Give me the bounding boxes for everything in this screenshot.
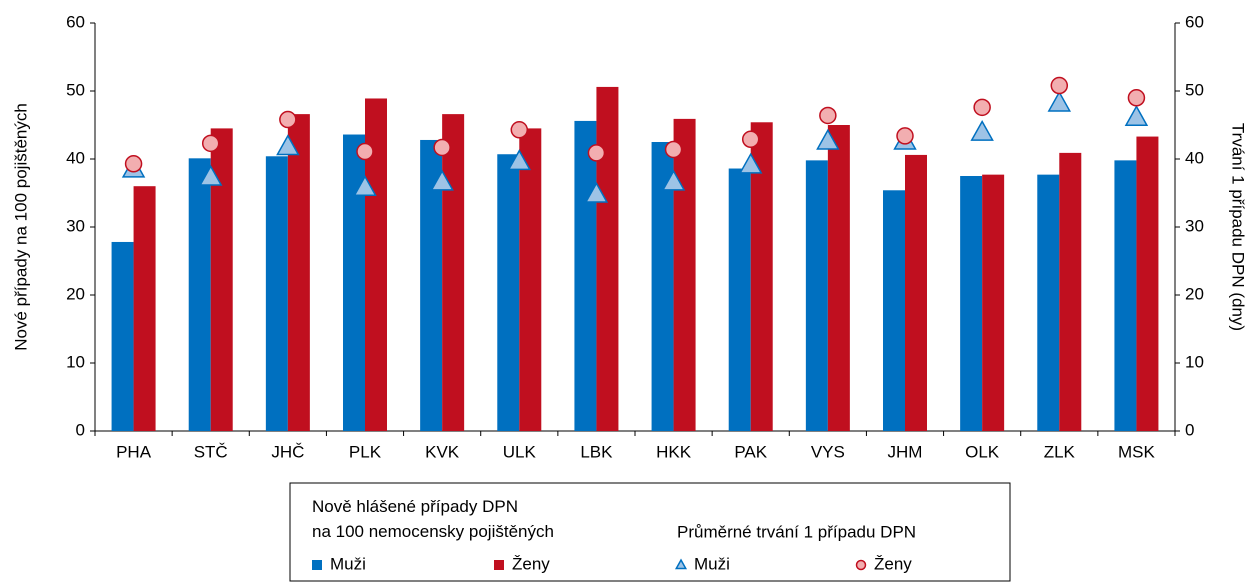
- circle-marker: [741, 130, 760, 149]
- bar: [519, 128, 542, 431]
- circle-marker: [819, 106, 837, 125]
- bar: [982, 174, 1005, 431]
- x-tick-label: MSK: [1118, 442, 1156, 461]
- triangle-marker: [970, 119, 994, 141]
- bar: [1136, 136, 1159, 431]
- triangle-marker: [1124, 104, 1149, 126]
- bar: [728, 168, 751, 431]
- x-tick-label: OLK: [965, 442, 1000, 461]
- legend-title-line: Nově hlášené případy DPN: [312, 497, 518, 516]
- triangle-marker: [198, 164, 223, 186]
- bar: [1114, 160, 1137, 432]
- bar: [287, 114, 310, 432]
- legend-swatch: [494, 560, 504, 570]
- y2-tick-label: 40: [1185, 148, 1204, 167]
- y2-tick-label: 50: [1185, 80, 1204, 99]
- legend-label: Muži: [330, 554, 366, 573]
- circle-marker: [664, 140, 683, 159]
- bar: [960, 176, 983, 431]
- y2-tick-label: 60: [1185, 12, 1204, 31]
- bar: [188, 158, 211, 431]
- bar: [805, 160, 828, 432]
- circle-marker: [1127, 89, 1146, 107]
- triangle-marker: [276, 134, 300, 156]
- bar: [673, 118, 696, 431]
- triangle-marker: [661, 169, 686, 191]
- circle-marker: [201, 134, 220, 153]
- y-axis-label: Nové případy na 100 pojištěných: [11, 103, 30, 351]
- x-tick-label: KVK: [425, 442, 460, 461]
- bar: [343, 134, 365, 431]
- bar: [905, 154, 927, 432]
- triangle-marker: [816, 128, 840, 150]
- y-tick-label: 40: [66, 148, 85, 167]
- y2-tick-label: 20: [1185, 284, 1204, 303]
- circle-marker: [279, 110, 297, 129]
- circle-marker: [510, 121, 529, 139]
- bar: [750, 122, 773, 431]
- y-tick-label: 30: [66, 216, 85, 235]
- bar: [265, 156, 288, 431]
- x-tick-label: JHM: [888, 442, 923, 461]
- triangle-marker: [430, 169, 454, 191]
- x-tick-label: PLK: [349, 442, 382, 461]
- circle-marker: [587, 144, 606, 162]
- legend-box: [289, 482, 1011, 582]
- y-tick-label: 0: [76, 420, 85, 439]
- legend-label: Muži: [694, 554, 730, 573]
- circle-marker: [356, 142, 374, 161]
- x-tick-label: VYS: [811, 442, 845, 461]
- legend-title: Nově hlášené případy DPN na 100 nemocensk…: [312, 497, 554, 541]
- legend-label: Ženy: [512, 554, 550, 573]
- x-tick-label: JHČ: [271, 442, 304, 461]
- legend-swatch: [674, 558, 688, 570]
- bar: [365, 98, 387, 431]
- legend-title-line: na 100 nemocensky pojištěných: [312, 522, 554, 541]
- bar: [442, 114, 465, 432]
- bar: [1037, 174, 1060, 431]
- bar: [883, 190, 905, 431]
- bar: [210, 128, 233, 431]
- y2-tick-label: 30: [1185, 216, 1204, 235]
- x-tick-label: ULK: [503, 442, 537, 461]
- y-tick-label: 50: [66, 80, 85, 99]
- bar: [827, 125, 850, 431]
- bar: [596, 86, 619, 432]
- legend-swatch: [855, 559, 867, 571]
- y-tick-label: 60: [66, 12, 85, 31]
- y2-tick-label: 10: [1185, 352, 1204, 371]
- triangle-marker: [584, 181, 609, 203]
- bar: [1059, 152, 1082, 431]
- x-tick-label: STČ: [194, 442, 228, 461]
- triangle-marker: [1047, 90, 1072, 112]
- y2-axis-label: Trvání 1 případu DPN (dny): [1229, 123, 1248, 331]
- circle-marker: [124, 155, 143, 173]
- bar: [574, 120, 597, 432]
- x-tick-label: ZLK: [1044, 442, 1076, 461]
- legend-swatch: [312, 560, 322, 570]
- triangle-marker: [507, 149, 532, 171]
- bar: [651, 142, 674, 431]
- triangle-marker: [353, 175, 377, 197]
- triangle-marker: [738, 152, 763, 174]
- y-tick-label: 10: [66, 352, 85, 371]
- circle-marker: [973, 98, 991, 117]
- y2-tick-label: 0: [1185, 420, 1194, 439]
- x-tick-label: PHA: [116, 442, 152, 461]
- y-tick-label: 20: [66, 284, 85, 303]
- legend-title: Průměrné trvání 1 případu DPN: [677, 522, 916, 541]
- x-tick-label: HKK: [656, 442, 692, 461]
- bar: [133, 186, 156, 431]
- legend-label: Ženy: [874, 554, 912, 573]
- circle-marker: [1050, 76, 1069, 95]
- circle-marker: [896, 127, 914, 145]
- x-tick-label: PAK: [734, 442, 767, 461]
- bar: [420, 139, 443, 431]
- x-tick-label: LBK: [580, 442, 613, 461]
- bar: [111, 241, 134, 431]
- bar: [497, 154, 520, 432]
- circle-marker: [433, 138, 451, 157]
